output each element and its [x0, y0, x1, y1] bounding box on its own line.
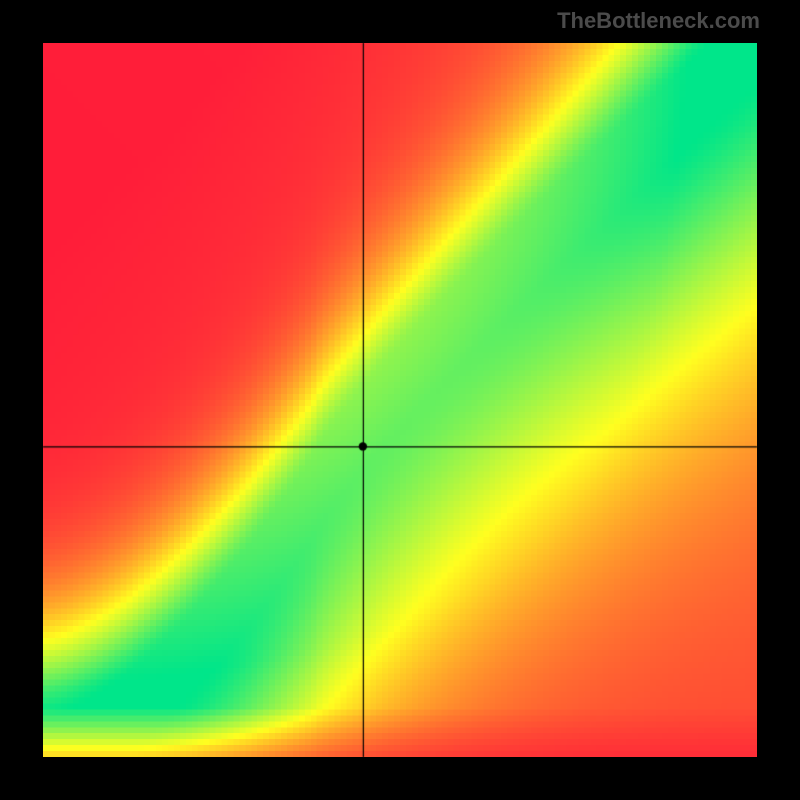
crosshair-overlay: [0, 0, 800, 800]
watermark-text: TheBottleneck.com: [557, 8, 760, 34]
chart-root: TheBottleneck.com: [0, 0, 800, 800]
